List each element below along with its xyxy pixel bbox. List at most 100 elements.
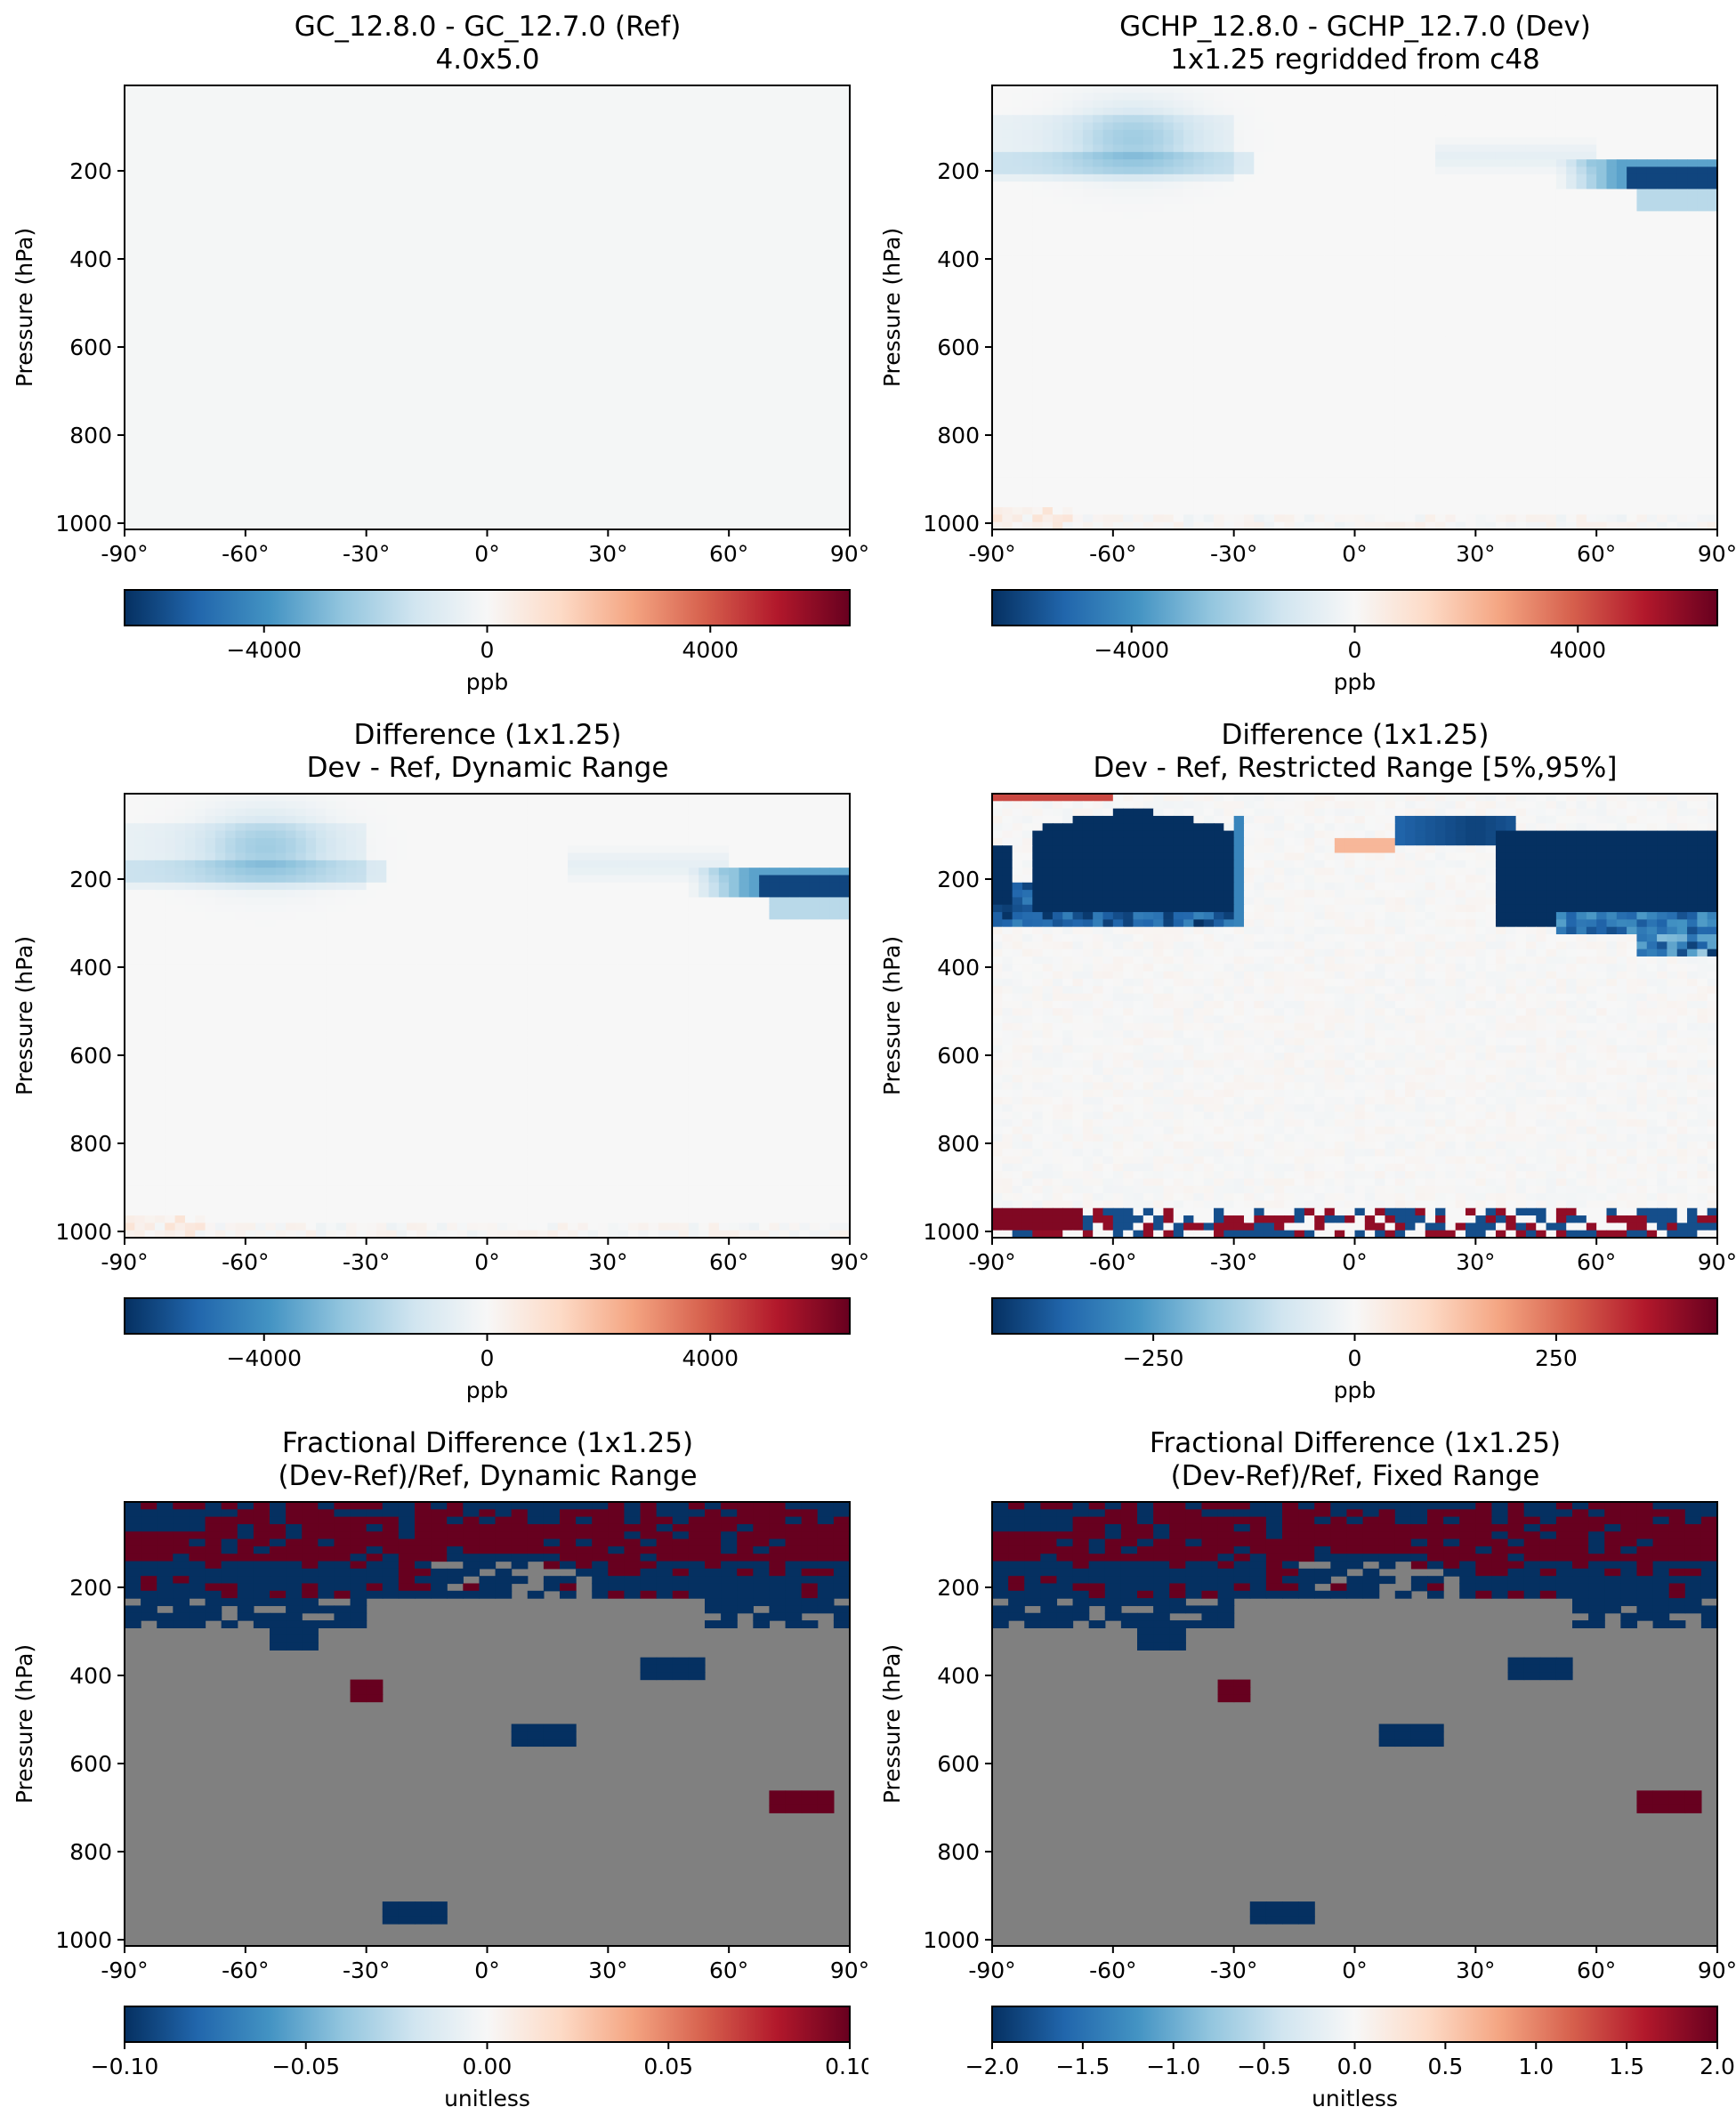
heatmap-cell [1193,500,1204,508]
heatmap-cell [1143,233,1154,241]
heatmap-cell [1617,197,1627,205]
heatmap-cell [1506,189,1516,197]
heatmap-cell [1304,293,1315,301]
heatmap-cell [1415,248,1425,256]
heatmap-cell [1687,440,1698,448]
heatmap-cell [1475,85,1486,93]
heatmap-cell [1133,329,1143,337]
heatmap-cell [1344,456,1355,464]
heatmap-cell [1002,440,1013,448]
heatmap-cell [507,816,518,824]
heatmap-cell [1677,130,1688,138]
heatmap-cell [1083,485,1094,493]
heatmap-cell [1657,166,1667,174]
heatmap-cell [840,801,851,809]
heatmap-cell [1405,270,1416,278]
heatmap-cell [1153,433,1164,441]
heatmap-cell [1304,174,1315,182]
heatmap-cell [1032,418,1043,426]
heatmap-cell [326,845,336,853]
heatmap-cell [1385,500,1395,508]
heatmap-cell [1314,389,1325,397]
heatmap-cell [1325,308,1336,316]
heatmap-cell [1445,166,1456,174]
heatmap-cell [1344,278,1355,286]
heatmap-cell [1697,85,1708,93]
heatmap-cell [1153,123,1164,131]
heatmap-cell [1304,514,1315,522]
heatmap-cell [1083,404,1094,412]
heatmap-cell [1617,93,1627,101]
heatmap-cell [1577,263,1587,271]
heatmap-cell [1073,300,1084,308]
heatmap-cell [1335,241,1345,249]
heatmap-cell [1657,174,1667,182]
heatmap-cell [1516,418,1527,426]
heatmap-cell [1264,411,1275,419]
heatmap-cell [1647,507,1658,515]
heatmap-cell [1627,411,1637,419]
heatmap-cell [547,816,558,824]
heatmap-cell [1335,182,1345,190]
heatmap-cell [1204,85,1215,93]
heatmap-cell [658,831,669,839]
heatmap-cell [1335,507,1345,515]
heatmap-cell [1536,418,1546,426]
heatmap-cell [1577,426,1587,434]
heatmap-cell [295,801,306,809]
heatmap-cell [1536,470,1546,478]
heatmap-cell [517,838,528,846]
heatmap-cell [1697,470,1708,478]
heatmap-cell [1274,263,1285,271]
heatmap-cell [1335,374,1345,382]
heatmap-cell [1174,211,1184,219]
heatmap-cell [1295,344,1305,352]
heatmap-cell [1193,344,1204,352]
heatmap-cell [1133,145,1143,153]
heatmap-cell [1486,456,1497,464]
heatmap-cell [1254,197,1264,205]
heatmap-cell [1264,382,1275,390]
heatmap-cell [1627,233,1637,241]
heatmap-cell [1627,315,1637,323]
heatmap-cell [1284,485,1295,493]
heatmap-cell [1627,470,1637,478]
heatmap-cell [1062,448,1073,456]
heatmap-cell [1596,396,1607,404]
heatmap-cell [1375,463,1385,471]
heatmap-cell [1546,359,1557,367]
heatmap-cell [1133,374,1143,382]
heatmap-cell [1274,115,1285,123]
heatmap-cell [1304,182,1315,190]
heatmap-cell [1062,85,1073,93]
heatmap-cell [1304,344,1315,352]
heatmap-cell [1375,145,1385,153]
heatmap-cell [1204,293,1215,301]
heatmap-cell [1043,93,1054,101]
heatmap-cell [1344,382,1355,390]
heatmap-cell [1355,197,1366,205]
heatmap-cell [1284,300,1295,308]
chart-title: GC_12.8.0 - GC_12.7.0 (Ref) [295,11,682,43]
heatmap-cell [1153,470,1164,478]
heatmap-cell [769,823,779,831]
heatmap-cell [628,838,639,846]
heatmap-cell [1103,233,1114,241]
heatmap-cell [1405,130,1416,138]
heatmap-cell [1606,367,1617,375]
heatmap-cell [1254,470,1264,478]
heatmap-cell [1295,286,1305,294]
heatmap-cell [1043,204,1054,212]
heatmap-cell [1244,359,1255,367]
heatmap-cell [1193,182,1204,190]
heatmap-cell [1073,115,1084,123]
heatmap-cell [1606,514,1617,522]
heatmap-cell [1013,219,1023,227]
heatmap-cell [1143,248,1154,256]
heatmap-cell [1123,337,1134,345]
heatmap-cell [1153,270,1164,278]
heatmap-cell [1284,286,1295,294]
heatmap-cell [125,823,135,831]
heatmap-cell [598,823,609,831]
heatmap-cell [1344,411,1355,419]
